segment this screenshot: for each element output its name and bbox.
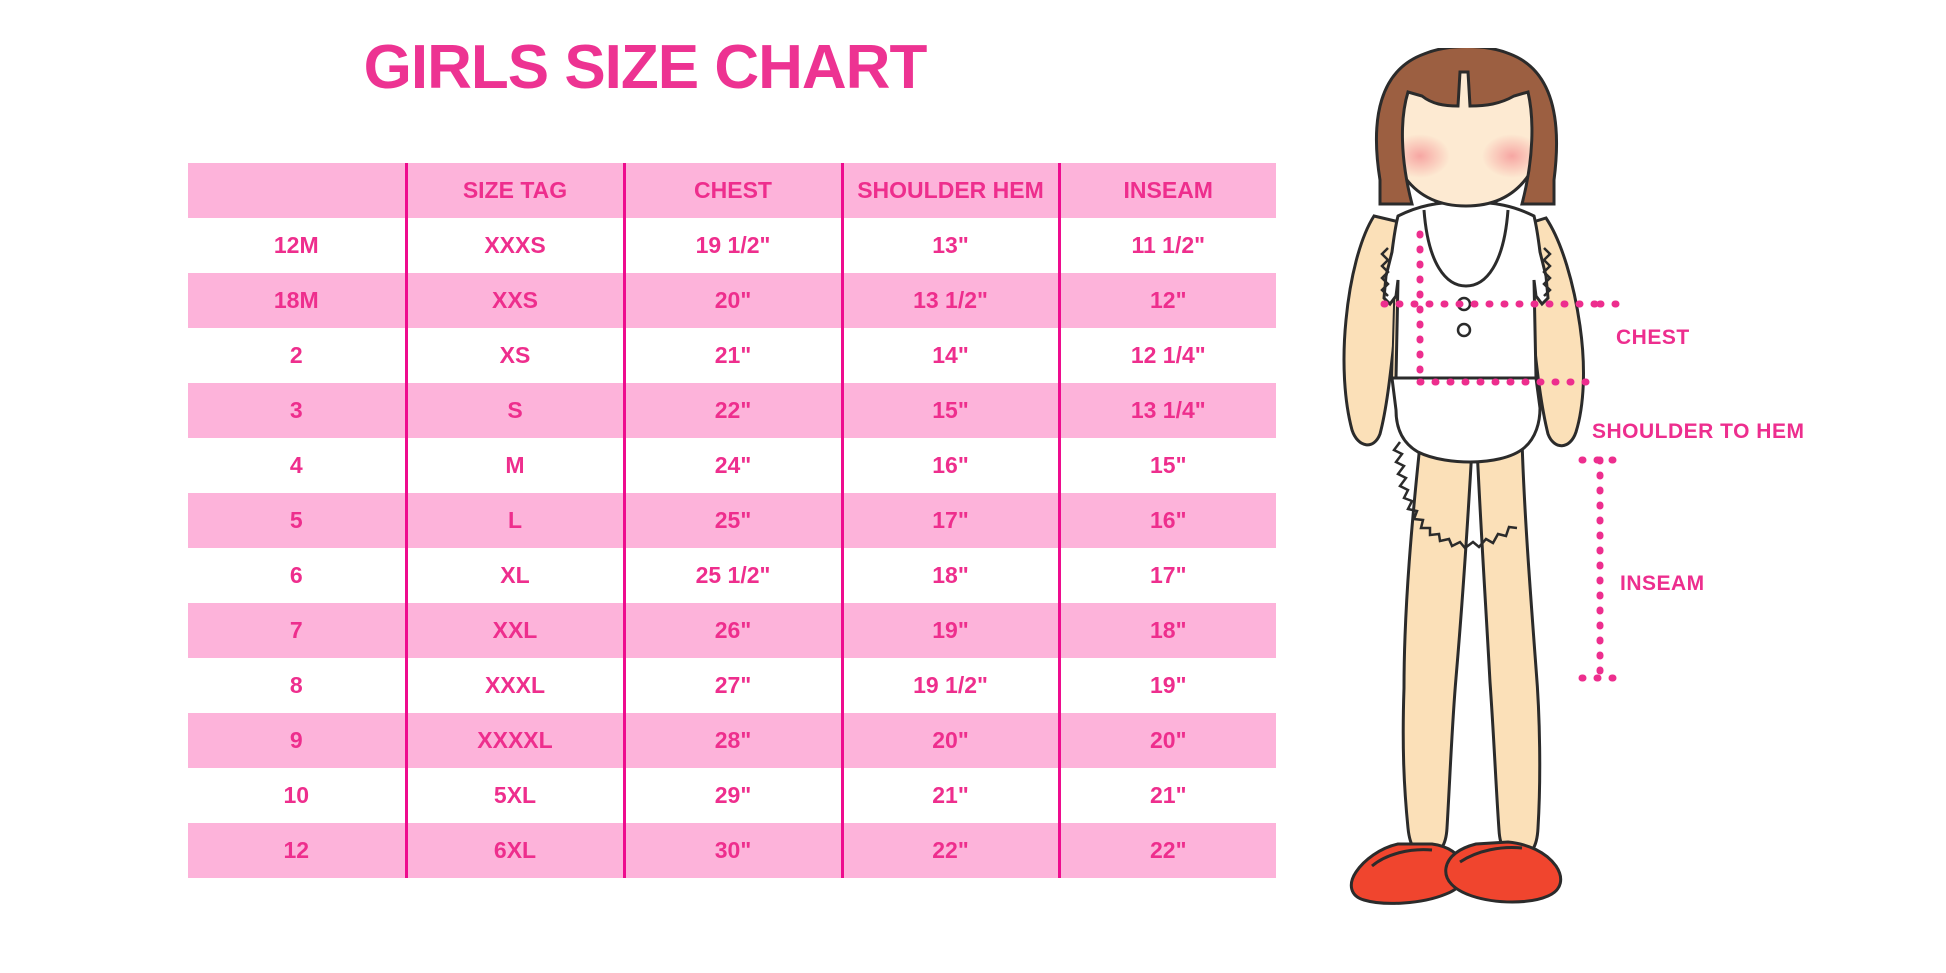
cell-shoulder-hem: 13" xyxy=(840,218,1059,273)
cell-size: 9 xyxy=(289,727,303,753)
table-body: 12M XXXS 19 1/2" 13" 11 1/2" 18M XXS 20"… xyxy=(188,218,1276,878)
label-chest: CHEST xyxy=(1616,326,1690,349)
cell-size: 3 xyxy=(289,397,303,423)
cell-chest: 25 1/2" xyxy=(622,548,842,603)
table-header: SIZE TAG CHEST SHOULDER HEM INSEAM xyxy=(188,163,1276,218)
cell-shoulder-hem: 15" xyxy=(840,383,1059,438)
cell-chest: 27" xyxy=(622,658,842,713)
cell-shoulder-hem: 22" xyxy=(840,823,1059,878)
hair xyxy=(1374,45,1558,206)
cell-shoulder-hem: 19" xyxy=(840,603,1059,658)
cell-chest: 21" xyxy=(622,328,842,383)
table-row: 10 5XL 29" 21" 21" xyxy=(188,768,1276,823)
cell-size: 2 xyxy=(289,342,303,368)
cell-size-tag: XXS xyxy=(404,273,624,328)
cell-size: 8 xyxy=(289,672,303,698)
measurement-lines xyxy=(1380,230,1622,682)
label-inseam: INSEAM xyxy=(1620,572,1705,595)
cell-shoulder-hem: 19 1/2" xyxy=(840,658,1059,713)
cell-inseam: 19" xyxy=(1057,658,1276,713)
cell-size-tag: 6XL xyxy=(404,823,624,878)
cell-shoulder-hem: 16" xyxy=(840,438,1059,493)
column-header-size xyxy=(188,163,406,218)
cell-inseam: 13 1/4" xyxy=(1057,383,1276,438)
table-row: 8 XXXL 27" 19 1/2" 19" xyxy=(188,658,1276,713)
cell-shoulder-hem: 14" xyxy=(840,328,1059,383)
cell-size-tag: S xyxy=(404,383,624,438)
legs xyxy=(1401,423,1542,858)
cell-inseam: 18" xyxy=(1057,603,1276,658)
column-header-size-tag: SIZE TAG xyxy=(404,163,624,218)
cell-size-tag: L xyxy=(404,493,624,548)
cell-size: 4 xyxy=(289,452,303,478)
cell-size: 12M xyxy=(273,232,319,258)
cell-shoulder-hem: 13 1/2" xyxy=(840,273,1059,328)
table-header-row: SIZE TAG CHEST SHOULDER HEM INSEAM xyxy=(188,163,1276,218)
cell-chest: 22" xyxy=(622,383,842,438)
column-header-shoulder-hem: SHOULDER HEM xyxy=(840,163,1059,218)
table-row: 4 M 24" 16" 15" xyxy=(188,438,1276,493)
label-shoulder-to-hem: SHOULDER TO HEM xyxy=(1592,420,1805,443)
cell-chest: 29" xyxy=(622,768,842,823)
table-row: 5 L 25" 17" 16" xyxy=(188,493,1276,548)
cell-size: 10 xyxy=(283,782,310,808)
cell-inseam: 17" xyxy=(1057,548,1276,603)
cell-chest: 25" xyxy=(622,493,842,548)
cell-chest: 30" xyxy=(622,823,842,878)
table-row: 12 6XL 30" 22" 22" xyxy=(188,823,1276,878)
cell-shoulder-hem: 18" xyxy=(840,548,1059,603)
size-chart-table: SIZE TAG CHEST SHOULDER HEM INSEAM 12M X… xyxy=(188,163,1276,878)
table-row: 2 XS 21" 14" 12 1/4" xyxy=(188,328,1276,383)
cell-size-tag: XL xyxy=(404,548,624,603)
shirt-button-bottom xyxy=(1456,322,1472,338)
cell-inseam: 11 1/2" xyxy=(1057,218,1276,273)
size-chart-table-wrapper: SIZE TAG CHEST SHOULDER HEM INSEAM 12M X… xyxy=(188,163,1276,878)
cell-chest: 20" xyxy=(622,273,842,328)
cell-shoulder-hem: 21" xyxy=(840,768,1059,823)
cell-size-tag: XS xyxy=(404,328,624,383)
cell-inseam: 12" xyxy=(1057,273,1276,328)
table-row: 3 S 22" 15" 13 1/4" xyxy=(188,383,1276,438)
cell-inseam: 16" xyxy=(1057,493,1276,548)
cell-inseam: 21" xyxy=(1057,768,1276,823)
cell-shoulder-hem: 17" xyxy=(840,493,1059,548)
cell-inseam: 15" xyxy=(1057,438,1276,493)
column-header-inseam: INSEAM xyxy=(1057,163,1276,218)
cell-size: 7 xyxy=(289,617,303,643)
cell-size-tag: 5XL xyxy=(404,768,624,823)
shirt xyxy=(1380,200,1552,380)
cell-inseam: 22" xyxy=(1057,823,1276,878)
cell-shoulder-hem: 20" xyxy=(840,713,1059,768)
table-row: 18M XXS 20" 13 1/2" 12" xyxy=(188,273,1276,328)
table-row: 12M XXXS 19 1/2" 13" 11 1/2" xyxy=(188,218,1276,273)
table-row: 7 XXL 26" 19" 18" xyxy=(188,603,1276,658)
cell-chest: 24" xyxy=(622,438,842,493)
cell-size-tag: XXXL xyxy=(404,658,624,713)
column-header-chest: CHEST xyxy=(622,163,842,218)
girl-illustration: CHEST SHOULDER TO HEM INSEAM xyxy=(1300,45,1946,928)
cell-size: 6 xyxy=(289,562,303,588)
girl-figure-svg xyxy=(1342,45,1622,905)
blush-right xyxy=(1482,134,1542,178)
cell-size-tag: XXXXL xyxy=(404,713,624,768)
cell-chest: 26" xyxy=(622,603,842,658)
cell-size-tag: XXL xyxy=(404,603,624,658)
cell-size: 5 xyxy=(289,507,303,533)
skirt xyxy=(1390,376,1542,550)
cell-size: 12 xyxy=(283,837,310,863)
table-row: 6 XL 25 1/2" 18" 17" xyxy=(188,548,1276,603)
page-title: GIRLS SIZE CHART xyxy=(363,33,928,102)
cell-size: 18M xyxy=(273,287,319,313)
cell-inseam: 20" xyxy=(1057,713,1276,768)
table-row: 9 XXXXL 28" 20" 20" xyxy=(188,713,1276,768)
cell-size-tag: M xyxy=(404,438,624,493)
head xyxy=(1374,45,1558,208)
shoes xyxy=(1349,840,1563,905)
cell-chest: 19 1/2" xyxy=(622,218,842,273)
cell-inseam: 12 1/4" xyxy=(1057,328,1276,383)
cell-size-tag: XXXS xyxy=(404,218,624,273)
cell-chest: 28" xyxy=(622,713,842,768)
